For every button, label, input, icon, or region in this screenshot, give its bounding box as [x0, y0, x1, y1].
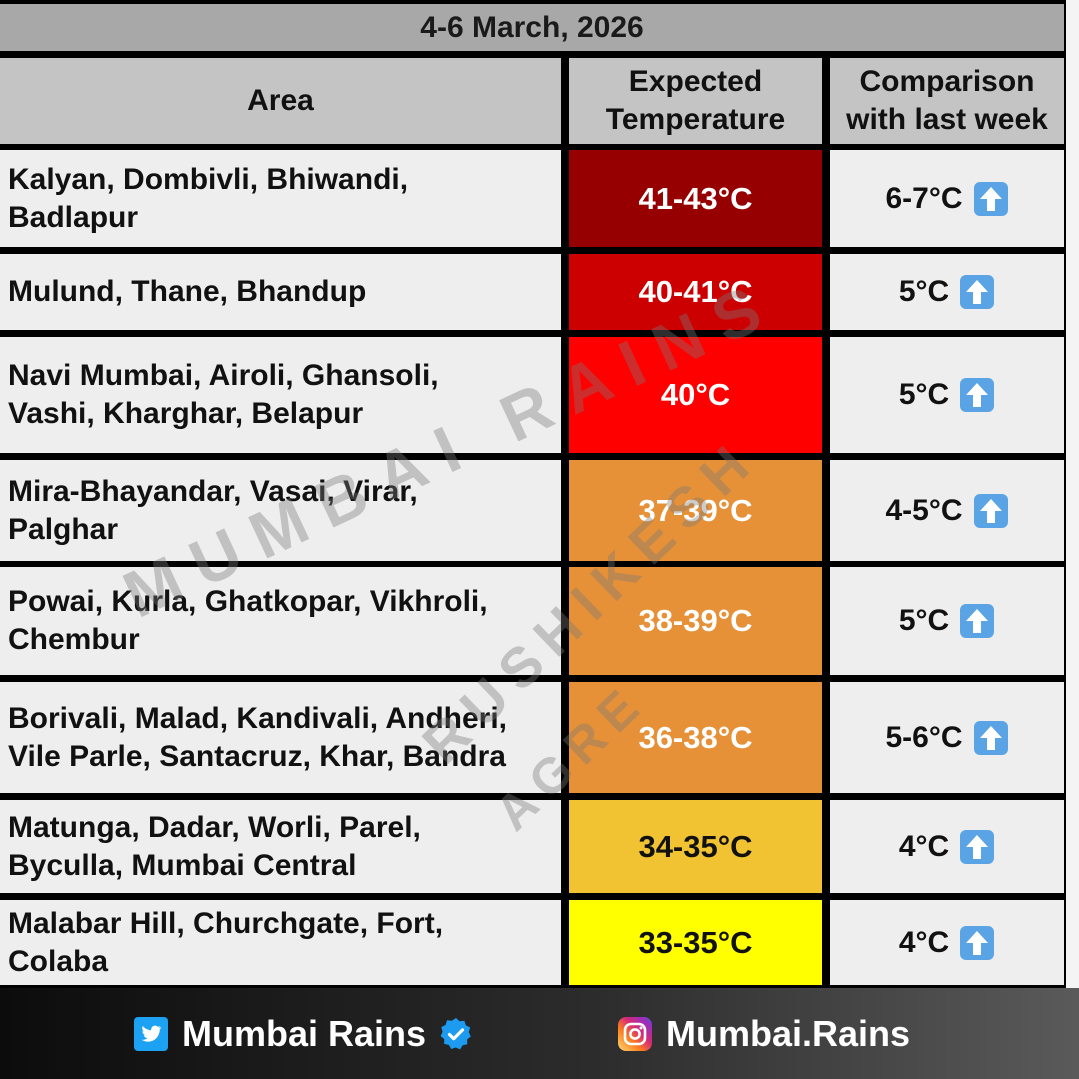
up-arrow-icon [960, 378, 995, 412]
instagram-handle: Mumbai.Rains [666, 1012, 911, 1054]
header-expected-temperature: Expected Temperature [569, 58, 822, 144]
up-arrow-icon [973, 181, 1008, 216]
area-name-line1: Kalyan, Dombivli, Bhiwandi, [8, 162, 409, 196]
twitter-icon [134, 1016, 168, 1051]
table-title: 4-6 March, 2026 [0, 4, 1064, 51]
area-name-line1: Navi Mumbai, Airoli, Ghansoli, [8, 359, 439, 392]
area-cell: Powai, Kurla, Ghatkopar, Vikhroli, Chembu… [0, 567, 561, 675]
temperature-table: 4-6 March, 2026 Area Expected Temperatur… [0, 0, 1079, 988]
comparison-value: 6-7°C [885, 181, 963, 215]
comparison-cell: 4-5°C [830, 460, 1064, 561]
area-name-line2: Chembur [8, 623, 140, 656]
comparison-cell: 5°C [830, 254, 1064, 330]
comparison-value: 4-5°C [885, 493, 963, 527]
instagram-icon [618, 1016, 652, 1051]
temperature-cell: 36-38°C [569, 682, 822, 793]
temperature-cell: 37-39°C [569, 460, 822, 561]
area-name-line1: Borivali, Malad, Kandivali, Andheri, [8, 701, 507, 735]
area-cell: Malabar Hill, Churchgate, Fort, Colaba [0, 900, 561, 985]
up-arrow-icon [973, 720, 1008, 755]
area-name-line2: Vashi, Kharghar, Belapur [8, 397, 364, 430]
comparison-cell: 4°C [830, 800, 1064, 893]
right-edge-strip [1066, 0, 1079, 988]
comparison-value: 5°C [898, 378, 950, 411]
temperature-cell: 34-35°C [569, 800, 822, 893]
temperature-cell: 40-41°C [569, 254, 822, 330]
comparison-cell: 4°C [830, 900, 1064, 985]
up-arrow-icon [960, 829, 995, 864]
area-name-line1: Mira-Bhayandar, Vasai, Virar, [8, 474, 418, 508]
comparison-cell: 6-7°C [830, 150, 1064, 247]
area-cell: Navi Mumbai, Airoli, Ghansoli, Vashi, Kha… [0, 337, 561, 453]
comparison-value: 5°C [898, 275, 950, 308]
area-cell: Mulund, Thane, Bhandup [0, 254, 561, 330]
area-name-line1: Powai, Kurla, Ghatkopar, Vikhroli, [8, 585, 488, 618]
header-area: Area [0, 58, 561, 144]
area-name-line2: Byculla, Mumbai Central [8, 848, 357, 882]
area-name-line2: Palghar [8, 512, 119, 546]
header-comparison-line1: Comparison [859, 65, 1035, 98]
temperature-cell: 38-39°C [569, 567, 822, 675]
area-cell: Mira-Bhayandar, Vasai, Virar, Palghar [0, 460, 561, 561]
verified-badge-icon [440, 1017, 471, 1049]
area-name-line1: Mulund, Thane, Bhandup [8, 275, 367, 308]
area-name-line1: Matunga, Dadar, Worli, Parel, [8, 810, 421, 844]
header-temperature-line1: Expected [628, 65, 763, 98]
comparison-cell: 5°C [830, 337, 1064, 453]
twitter-account[interactable]: Mumbai Rains [134, 988, 474, 1079]
area-name-line2: Badlapur [8, 200, 139, 234]
comparison-cell: 5°C [830, 567, 1064, 675]
instagram-account[interactable]: Mumbai.Rains [618, 988, 910, 1079]
area-cell: Matunga, Dadar, Worli, Parel, Byculla, Mu… [0, 800, 561, 893]
up-arrow-icon [960, 275, 995, 309]
up-arrow-icon [960, 925, 995, 960]
temperature-cell: 41-43°C [569, 150, 822, 247]
area-cell: Borivali, Malad, Kandivali, Andheri, Vile… [0, 682, 561, 793]
comparison-value: 4°C [898, 925, 950, 959]
up-arrow-icon [960, 604, 995, 638]
header-temperature-line2: Temperature [605, 103, 786, 136]
comparison-value: 5°C [898, 604, 950, 637]
area-name-line1: Malabar Hill, Churchgate, Fort, [8, 906, 444, 940]
comparison-value: 4°C [898, 829, 950, 863]
footer-bar: Mumbai Rains Mumbai.Rains [0, 988, 1079, 1079]
comparison-value: 5-6°C [885, 720, 963, 754]
temperature-cell: 33-35°C [569, 900, 822, 985]
temperature-cell: 40°C [569, 337, 822, 453]
header-comparison-line2: with last week [846, 103, 1048, 136]
comparison-cell: 5-6°C [830, 682, 1064, 793]
twitter-handle: Mumbai Rains [182, 1012, 427, 1054]
up-arrow-icon [973, 493, 1008, 528]
area-name-line2: Vile Parle, Santacruz, Khar, Bandra [8, 739, 506, 773]
area-cell: Kalyan, Dombivli, Bhiwandi, Badlapur [0, 150, 561, 247]
header-comparison: Comparison with last week [830, 58, 1064, 144]
area-name-line2: Colaba [8, 944, 109, 978]
